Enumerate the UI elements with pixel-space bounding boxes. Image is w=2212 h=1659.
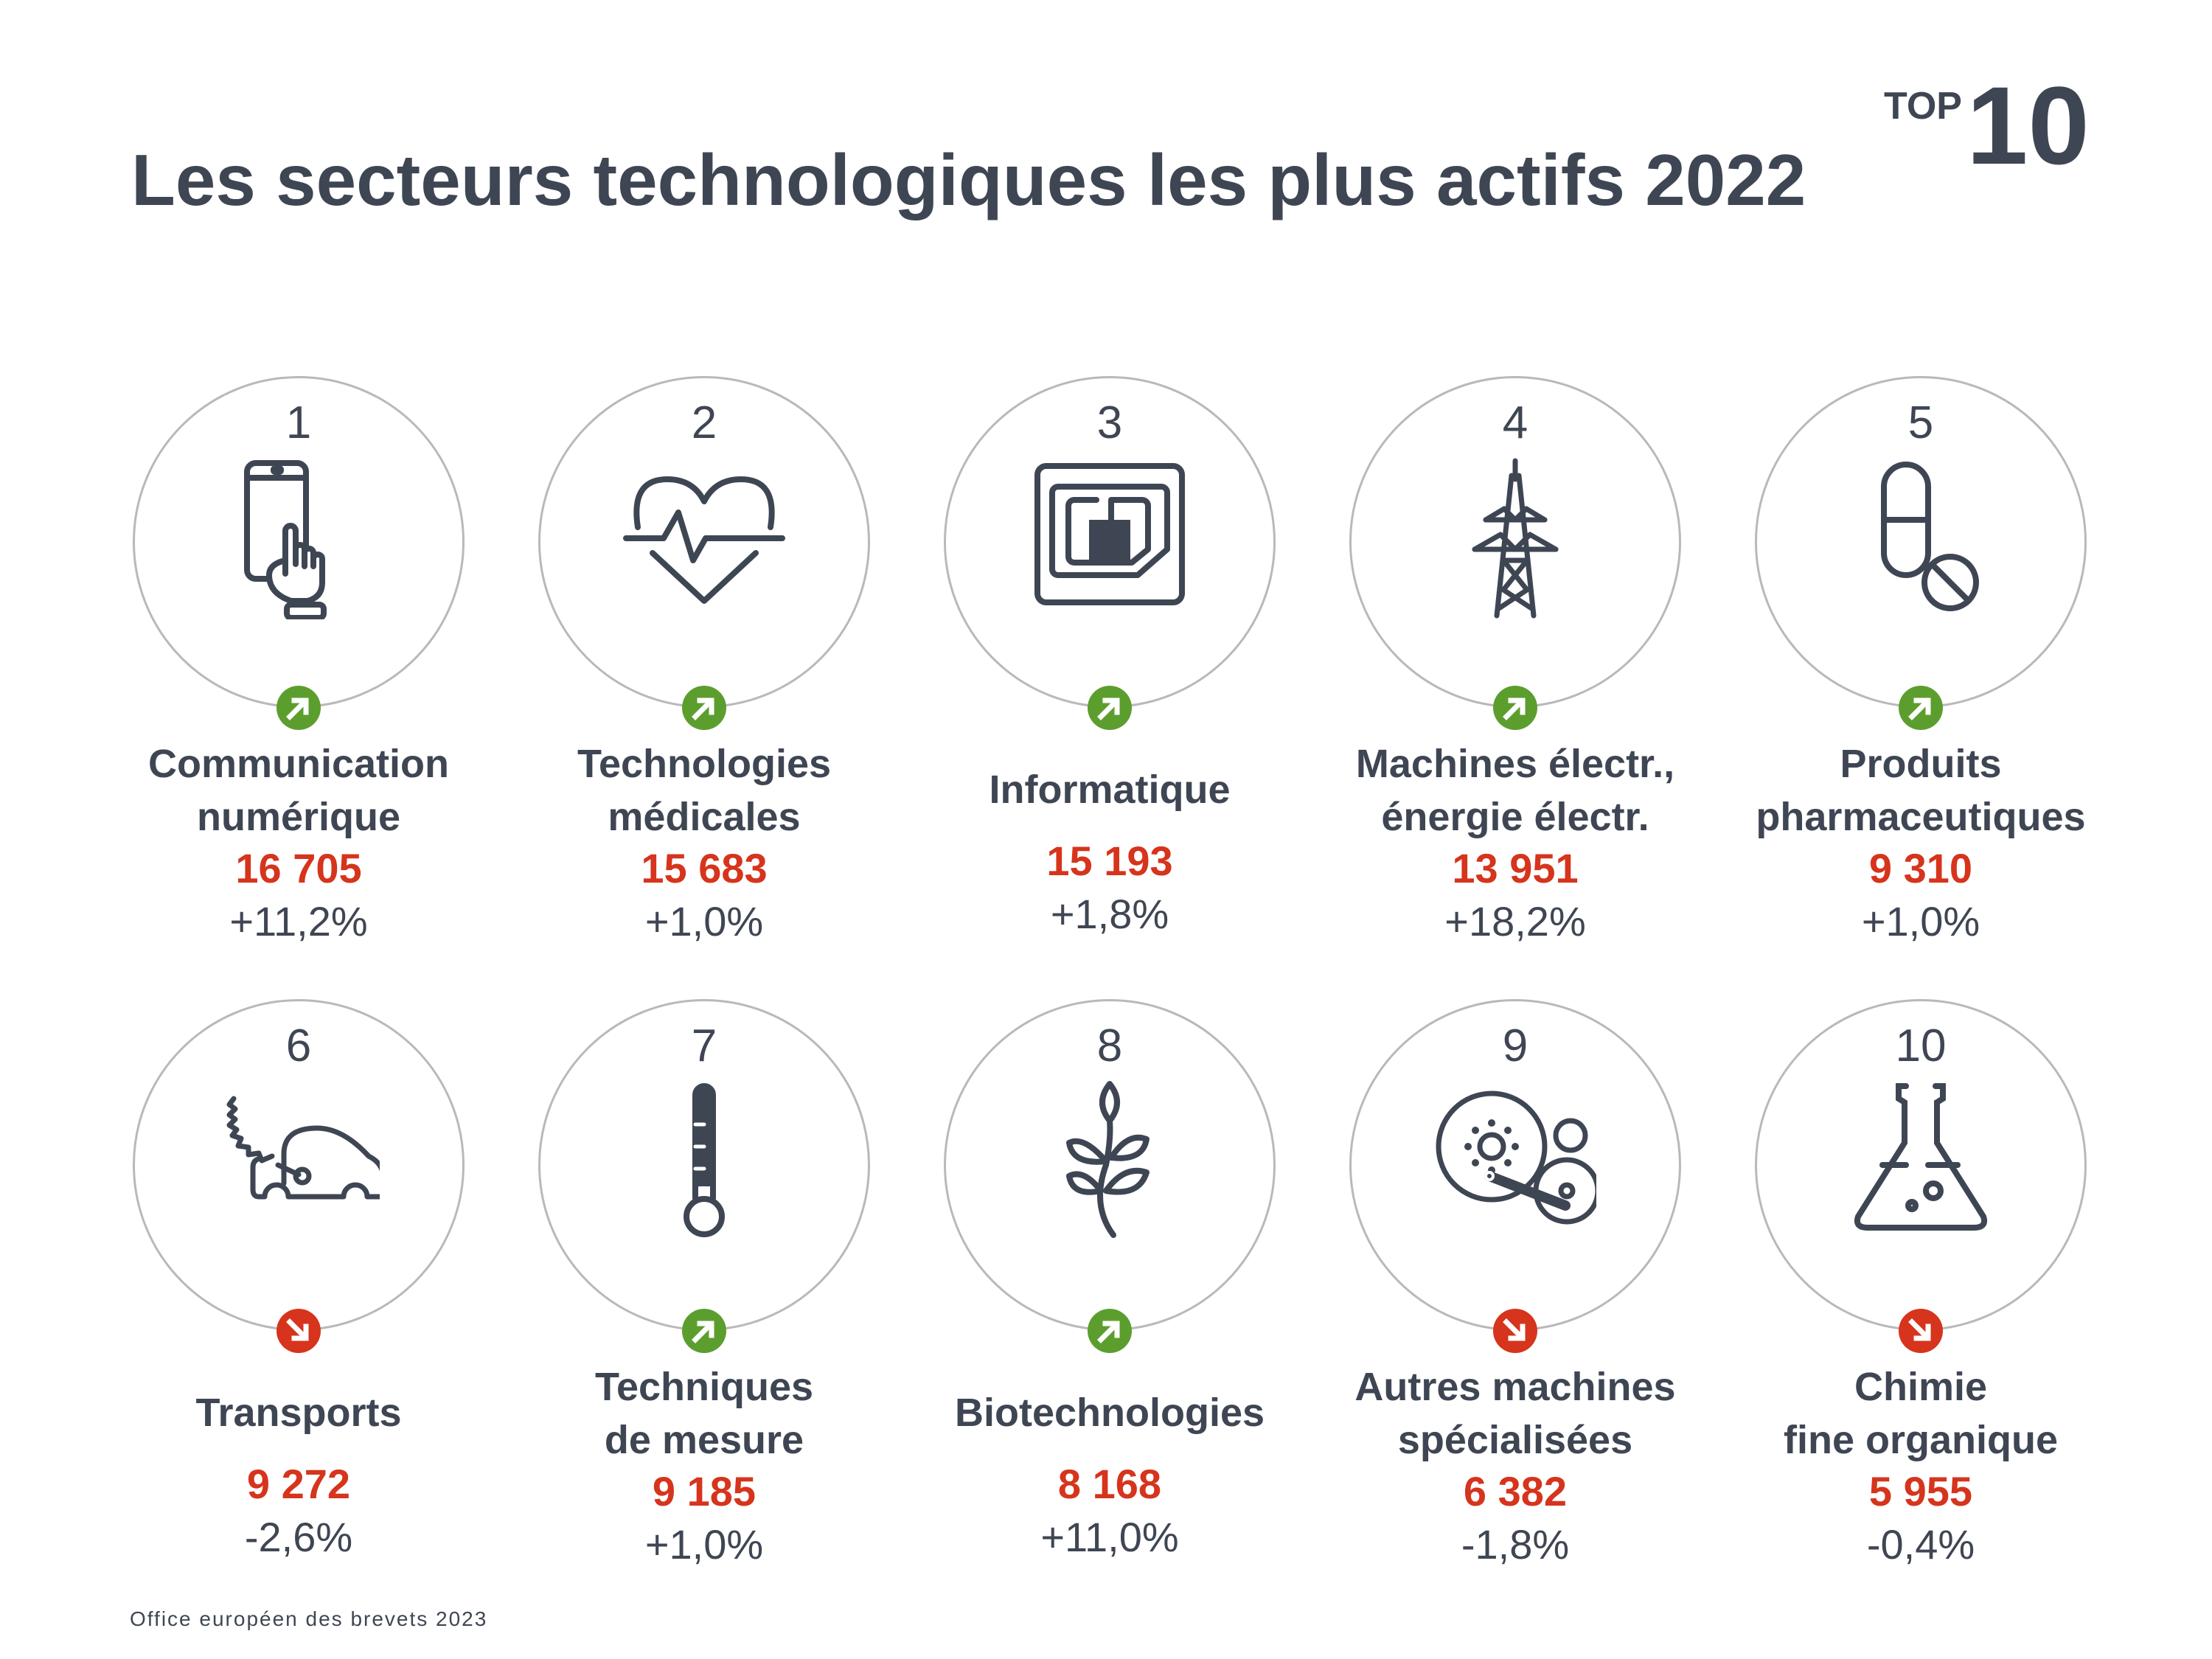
applications-count: 15 193 [1046,838,1173,884]
sector-card: 2 Technologies médicales 15 683 +1,0% [501,376,907,1003]
sector-label-line1: Autres machines [1354,1365,1676,1409]
sector-card: 10 Chimie fine organique 5 955 -0,4% [1718,999,2124,1626]
heart-pulse-icon [623,457,785,619]
applications-count: 6 382 [1463,1468,1568,1514]
trend-up-arrow-icon [682,1309,726,1353]
sector-card: 9 Autres machines spécialisées 6 382 -1,… [1312,999,1718,1626]
page-title: Les secteurs technologiques les plus act… [131,139,1806,220]
applications-count: 9 272 [246,1461,351,1507]
sector-label-line1: Produits [1840,742,2002,786]
sector-label: Chimie fine organique [1718,1360,2124,1467]
sector-label-line2: de mesure [604,1418,804,1462]
sector-label-line1: Biotechnologies [954,1391,1265,1435]
change-percent: +1,8% [1050,891,1169,937]
rank-number: 2 [691,397,717,448]
change-percent: -0,4% [1866,1521,1975,1568]
change-percent: -2,6% [244,1514,353,1560]
applications-count: 13 951 [1452,845,1579,891]
machine-gears-icon [1434,1080,1601,1242]
applications-count: 9 310 [1868,845,1973,891]
rank-number: 1 [285,397,312,448]
sector-label: Transports [96,1386,501,1439]
rank-number: 9 [1502,1020,1528,1071]
sector-label-line1: Chimie [1854,1365,1988,1409]
sector-card: 3 Informatique 15 193 +1,8% [907,376,1312,1003]
sector-label-line2: spécialisées [1397,1418,1633,1462]
applications-count: 16 705 [235,845,362,891]
trend-up-arrow-icon [682,686,726,730]
sector-label: Biotechnologies [907,1386,1312,1439]
rank-number: 4 [1502,397,1528,448]
trend-down-arrow-icon [1493,1309,1537,1353]
rank-number: 10 [1895,1020,1947,1071]
applications-count: 5 955 [1868,1468,1973,1514]
sector-card: 8 Biotechnologies 8 168 +11,0% [907,999,1312,1626]
sector-card: 4 Machines électr., énergie électr. 13 9… [1312,376,1718,1003]
power-pylon-icon [1434,457,1596,619]
change-percent: +1,0% [644,1521,764,1568]
change-percent: +1,0% [1861,898,1980,945]
smartphone-touch-icon [218,457,380,621]
rank-number: 8 [1096,1020,1123,1071]
trend-down-arrow-icon [1899,1309,1943,1353]
change-percent: +18,2% [1444,898,1586,945]
rank-number: 6 [285,1020,312,1071]
top10-label: TOP [1884,85,1962,128]
sector-label: Produits pharmaceutiques [1718,737,2124,844]
change-percent: -1,8% [1461,1521,1570,1568]
change-percent: +11,2% [229,898,368,945]
applications-count: 9 185 [652,1468,757,1514]
pill-icon [1840,457,2002,619]
change-percent: +11,0% [1040,1514,1179,1560]
sector-card: 1 Communication numérique 16 705 +11,2% [96,376,501,1003]
sector-label-line2: numérique [196,795,401,839]
trend-down-arrow-icon [276,1309,321,1353]
sector-label-line1: Technologies [577,742,832,786]
rank-number: 7 [691,1020,717,1071]
sector-card: 6 Transports 9 272 -2,6% [96,999,501,1626]
sector-label-line2: médicales [608,795,801,839]
sector-label-line1: Informatique [989,768,1231,812]
trend-up-arrow-icon [1088,686,1132,730]
thermometer-icon [623,1080,785,1242]
trend-up-arrow-icon [1493,686,1537,730]
plant-icon [1029,1080,1191,1242]
change-percent: +1,0% [644,898,764,945]
applications-count: 8 168 [1057,1461,1162,1507]
chip-icon [1029,457,1191,619]
trend-up-arrow-icon [276,686,321,730]
rank-number: 5 [1907,397,1934,448]
sector-card: 7 Techniques de mesure 9 185 +1,0% [501,999,907,1626]
electric-car-icon [218,1080,386,1242]
source-footer: Office européen des brevets 2023 [130,1607,488,1630]
sector-label-line1: Techniques [594,1365,814,1409]
sector-label: Autres machines spécialisées [1312,1360,1718,1467]
top10-number: 10 [1966,63,2090,187]
sector-label-line1: Transports [195,1391,402,1435]
sector-label: Communication numérique [96,737,501,844]
applications-count: 15 683 [641,845,768,891]
trend-up-arrow-icon [1899,686,1943,730]
trend-up-arrow-icon [1088,1309,1132,1353]
sector-label-line2: pharmaceutiques [1756,795,2086,839]
sector-label: Technologies médicales [501,737,907,844]
sector-label-line1: Communication [147,742,449,786]
top10-badge: TOP10 [1884,70,2090,181]
sector-label-line2: fine organique [1783,1418,2058,1462]
sector-label: Techniques de mesure [501,1360,907,1467]
sector-card: 5 Produits pharmaceutiques 9 310 +1,0% [1718,376,2124,1003]
sector-label-line2: énergie électr. [1381,795,1649,839]
sector-label: Informatique [907,763,1312,816]
flask-icon [1840,1080,2002,1242]
sector-label-line1: Machines électr., [1355,742,1675,786]
sector-label: Machines électr., énergie électr. [1312,737,1718,844]
rank-number: 3 [1096,397,1123,448]
